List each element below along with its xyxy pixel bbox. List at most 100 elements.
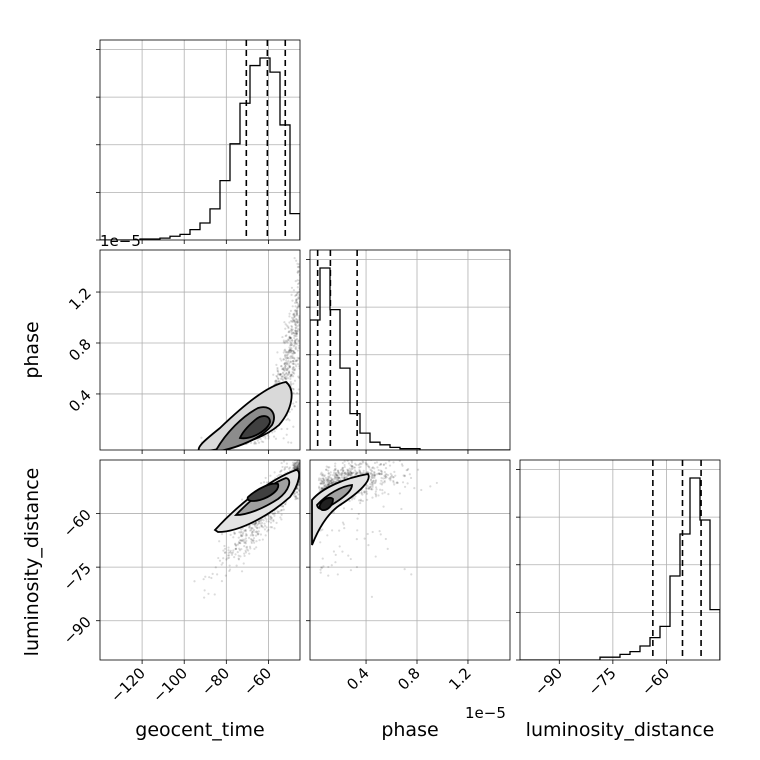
scatter-point	[255, 521, 258, 524]
scatter-point	[373, 470, 376, 474]
scatter-point	[384, 473, 387, 476]
scatter-point	[393, 483, 396, 486]
scatter-point	[337, 476, 341, 479]
scatter-point	[291, 305, 294, 308]
scatter-point	[350, 465, 353, 468]
scatter-point	[341, 461, 344, 465]
scatter-point	[289, 350, 293, 353]
scatter-point	[352, 471, 355, 474]
scatter-point	[343, 473, 346, 476]
scatter-point	[248, 526, 251, 529]
scatter-point	[295, 298, 298, 301]
scatter-point	[286, 339, 289, 342]
scatter-point	[232, 536, 235, 539]
scatter-point	[373, 474, 376, 477]
y-tick-label-luminosity-distance: −60	[60, 506, 95, 541]
scatter-point	[293, 309, 297, 312]
scatter-point	[236, 543, 240, 546]
scatter-point	[346, 473, 350, 476]
scatter-point	[379, 482, 382, 485]
scatter-point	[376, 466, 379, 469]
scatter-point	[240, 498, 244, 501]
scatter-point	[286, 369, 289, 372]
scatter-point	[370, 481, 374, 485]
scatter-point	[220, 563, 223, 566]
scatter-point	[401, 464, 404, 467]
scatter-point	[281, 505, 285, 508]
scatter-point	[291, 367, 294, 370]
x-tick-label-phase: 0.8	[394, 664, 424, 694]
scatter-point	[283, 355, 287, 358]
scatter-point	[369, 468, 372, 471]
scatter-point	[295, 467, 299, 470]
scatter-point	[373, 482, 376, 485]
scatter-point	[244, 530, 247, 533]
scatter-point	[384, 462, 387, 465]
scatter-point	[385, 476, 388, 479]
scatter-point	[297, 463, 300, 466]
scatter-point	[293, 312, 296, 315]
scatter-point	[327, 481, 330, 484]
scatter-point	[330, 564, 333, 567]
scatter-point	[282, 368, 286, 371]
scatter-point	[297, 296, 300, 299]
scatter-point	[290, 355, 293, 358]
scatter-point	[350, 468, 353, 471]
scatter-point	[279, 373, 282, 376]
scatter-point	[289, 337, 292, 340]
scatter-point	[282, 460, 286, 463]
scatter-point	[280, 364, 283, 368]
scatter-point	[230, 553, 234, 556]
scatter-point	[294, 326, 298, 330]
scatter-point	[334, 553, 337, 557]
scatter-point	[272, 518, 275, 522]
scatter-point	[284, 323, 287, 326]
scatter-point	[292, 345, 295, 348]
scatter-point	[374, 492, 377, 495]
scatter-point	[283, 369, 286, 372]
scatter-point	[290, 373, 293, 376]
scatter-point	[298, 462, 300, 465]
scatter-point	[289, 319, 293, 323]
scatter-point	[260, 518, 263, 522]
scatter-point	[359, 501, 362, 505]
scatter-point	[250, 527, 253, 530]
scatter-point	[290, 375, 293, 378]
scatter-point	[291, 319, 294, 322]
scatter-point	[292, 382, 295, 385]
scatter-point	[383, 479, 386, 483]
scatter-point	[298, 460, 300, 462]
scatter-point	[355, 565, 359, 569]
scatter-point	[287, 371, 291, 374]
scatter-point	[272, 520, 275, 523]
scatter-point	[290, 349, 293, 352]
scatter-point	[291, 356, 294, 360]
scatter-point	[279, 470, 282, 473]
scatter-point	[345, 475, 348, 478]
scatter-point	[233, 532, 237, 535]
scatter-point	[353, 469, 357, 472]
scatter-point	[230, 551, 233, 555]
scatter-point	[285, 372, 288, 375]
scatter-point	[293, 336, 296, 340]
scatter-point	[255, 546, 258, 549]
scatter-point	[193, 580, 196, 583]
scatter-point	[228, 568, 232, 571]
scatter-point	[327, 483, 330, 486]
scatter-point	[288, 335, 291, 338]
scatter-point	[389, 477, 392, 480]
scatter-point	[279, 372, 282, 376]
scatter-point	[282, 371, 285, 374]
scatter-point	[297, 455, 299, 457]
scatter-point	[336, 471, 340, 474]
scatter-point	[380, 470, 383, 473]
scatter-point	[288, 375, 292, 378]
scatter-point	[349, 470, 352, 474]
scatter-point	[351, 464, 354, 468]
scatter-point	[363, 490, 366, 493]
scatter-point	[420, 488, 423, 492]
scatter-point	[347, 472, 350, 475]
scatter-point	[400, 463, 404, 466]
scatter-point	[282, 339, 285, 342]
scatter-point	[334, 471, 337, 474]
